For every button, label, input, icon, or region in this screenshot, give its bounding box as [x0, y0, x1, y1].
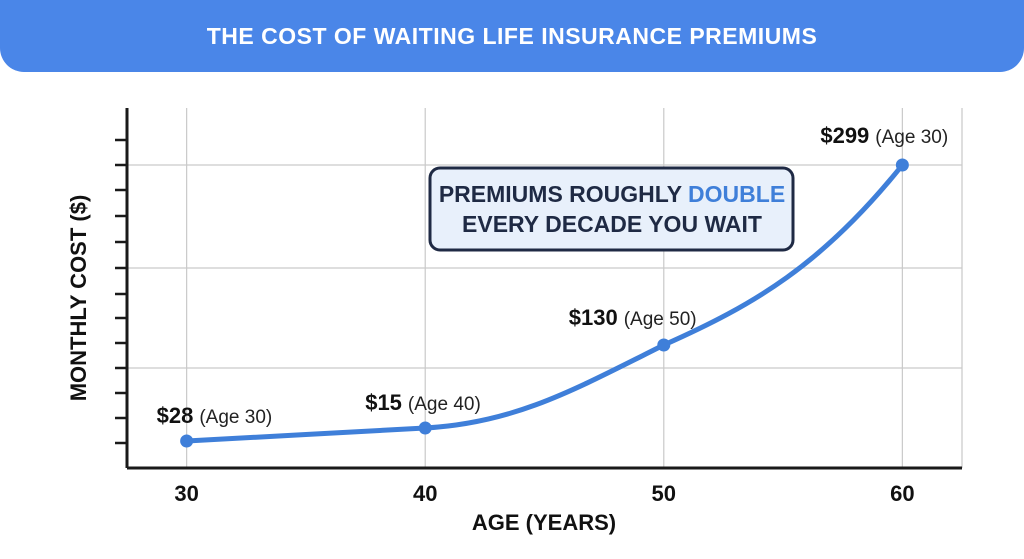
callout-line-1-prefix: PREMIUMS ROUGHLY [439, 181, 688, 207]
x-tick-label: 30 [174, 481, 198, 506]
data-label: $130 (Age 50) [569, 305, 697, 330]
data-point [418, 421, 432, 435]
data-label-value: $130 [569, 305, 618, 330]
callout-line-2: EVERY DECADE YOU WAIT [462, 211, 762, 237]
chart-title: THE COST OF WAITING LIFE INSURANCE PREMI… [206, 22, 818, 49]
data-label: $299 (Age 30) [820, 123, 948, 148]
callout-box: PREMIUMS ROUGHLY DOUBLE EVERY DECADE YOU… [428, 166, 795, 252]
x-tick-labels: 30 40 50 60 [174, 481, 914, 506]
data-label-note: (Age 50) [624, 309, 697, 330]
data-label-note: (Age 30) [199, 407, 272, 428]
callout-highlight: DOUBLE [688, 181, 785, 207]
data-point [180, 434, 194, 448]
title-banner: THE COST OF WAITING LIFE INSURANCE PREMI… [0, 0, 1024, 72]
data-points [180, 158, 909, 448]
x-tick-label: 60 [890, 481, 914, 506]
data-point [657, 338, 671, 352]
data-label-note: (Age 40) [408, 394, 481, 415]
data-labels: $28 (Age 30)$15 (Age 40)$130 (Age 50)$299 (A… [157, 123, 949, 428]
callout-background [428, 166, 795, 252]
series-line [184, 162, 905, 444]
data-point [895, 158, 909, 172]
data-label-note: (Age 30) [875, 127, 948, 148]
x-tick-label: 40 [413, 481, 437, 506]
x-axis-label: AGE (YEARS) [472, 510, 616, 535]
x-tick-label: 50 [652, 481, 676, 506]
data-label: $28 (Age 30) [157, 403, 273, 428]
callout-line-1: PREMIUMS ROUGHLY DOUBLE [439, 181, 785, 207]
data-label-value: $15 [365, 390, 402, 415]
data-label: $15 (Age 40) [365, 390, 481, 415]
y-axis-label: MONTHLY COST ($) [66, 195, 91, 402]
data-label-value: $299 [820, 123, 869, 148]
series-path [184, 162, 905, 444]
data-label-value: $28 [157, 403, 194, 428]
axes [125, 108, 962, 470]
y-axis-ticks [115, 138, 127, 445]
